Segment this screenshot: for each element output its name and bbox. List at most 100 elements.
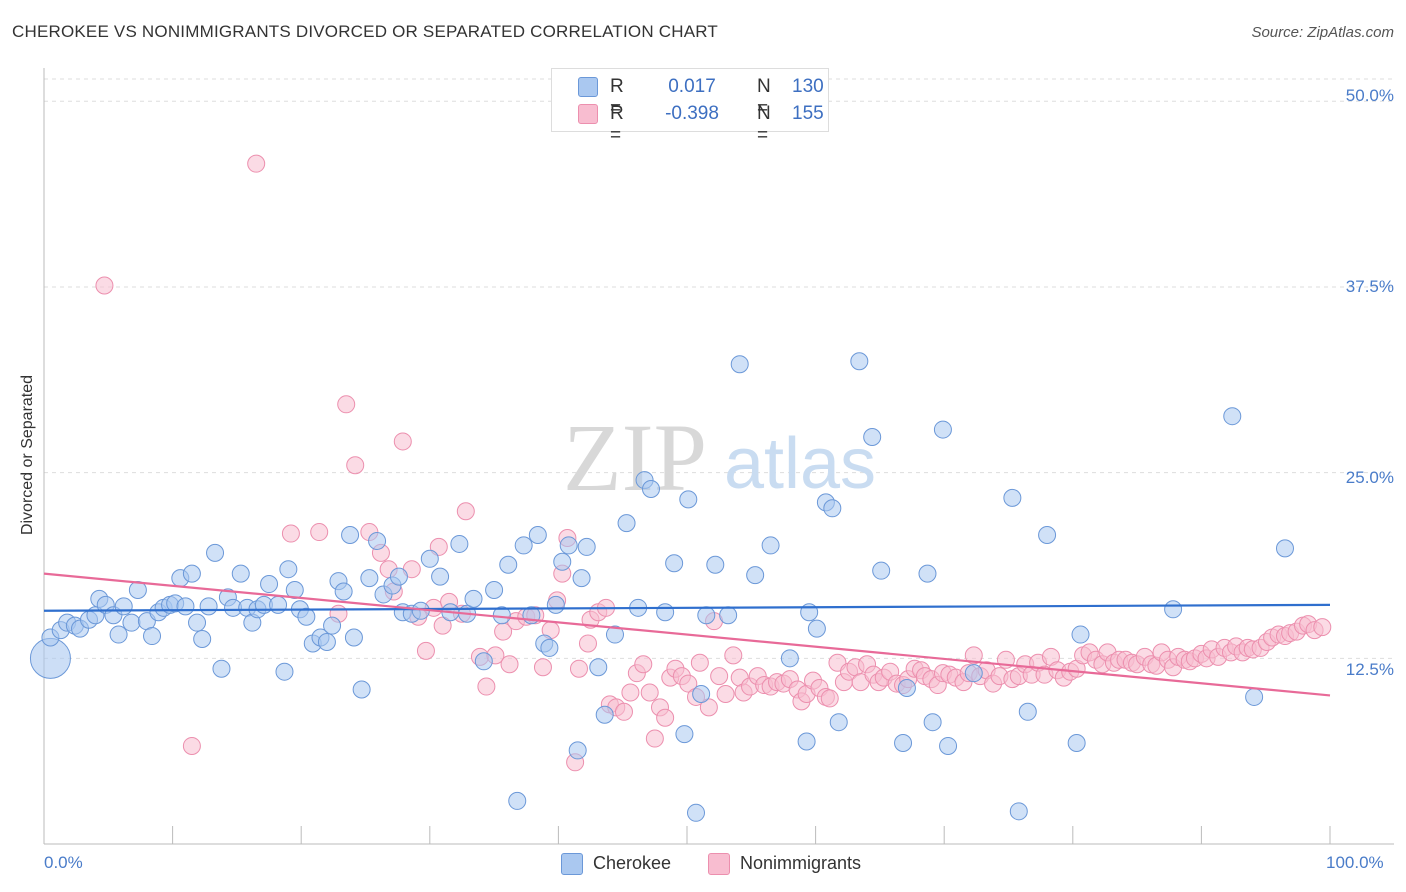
nonimmigrants-point xyxy=(416,641,435,660)
x-tick-label: 0.0% xyxy=(44,853,83,872)
cherokee-point xyxy=(923,713,942,732)
legend-label: Cherokee xyxy=(593,853,672,873)
cherokee-point xyxy=(1038,526,1057,545)
nonimmigrants-point xyxy=(634,655,653,674)
cherokee-point xyxy=(1071,625,1090,644)
source-label: Source: ZipAtlas.com xyxy=(1251,24,1394,41)
cherokee-point xyxy=(528,526,547,545)
nonimmigrants-point xyxy=(679,674,698,693)
cherokee-point xyxy=(1245,687,1264,706)
cherokee-point xyxy=(109,625,128,644)
nonimmigrants-point xyxy=(310,523,329,542)
r-value: -0.398 xyxy=(665,103,719,124)
cherokee-point xyxy=(939,736,958,755)
cherokee-point xyxy=(231,564,250,583)
nonimmigrants-point xyxy=(95,276,114,295)
cherokee-point xyxy=(279,560,298,579)
cherokee-point xyxy=(807,619,826,638)
cherokee-point xyxy=(605,625,624,644)
nonimmigrants-point xyxy=(621,683,640,702)
cherokee-point xyxy=(317,632,336,651)
cherokee-point xyxy=(894,733,913,752)
cherokee-point xyxy=(1003,488,1022,507)
y-tick-label: 25.0% xyxy=(1345,468,1394,487)
nonimmigrants-point xyxy=(724,646,743,665)
cherokee-point xyxy=(897,679,916,698)
nonimmigrants-point xyxy=(1313,618,1332,637)
cherokee-point xyxy=(275,662,294,681)
cherokee-point xyxy=(823,499,842,518)
cherokee-trend-line xyxy=(43,603,1331,612)
cherokee-point xyxy=(193,630,212,649)
cherokee-point xyxy=(540,638,559,657)
cherokee-point xyxy=(964,664,983,683)
nonimmigrants-point xyxy=(699,698,718,717)
cherokee-point xyxy=(797,732,816,751)
cherokee-point xyxy=(829,713,848,732)
watermark-atlas: atlas xyxy=(724,424,876,504)
cherokee-point xyxy=(341,526,360,545)
cherokee-point xyxy=(546,595,565,614)
nonimmigrants-point xyxy=(964,646,983,665)
cherokee-point xyxy=(464,589,483,608)
n-value: 155 xyxy=(792,103,824,124)
nonimmigrants-point xyxy=(656,708,675,727)
cherokee-swatch xyxy=(561,853,583,875)
n-label: N = xyxy=(757,103,771,146)
nonimmigrants-point xyxy=(337,395,356,414)
cherokee-point xyxy=(918,564,937,583)
cherokee-point xyxy=(675,725,694,744)
cherokee-point xyxy=(933,420,952,439)
nonimmigrants-point xyxy=(614,702,633,721)
nonimmigrants-point xyxy=(578,634,597,653)
cherokee-point xyxy=(334,582,353,601)
nonimmigrants-point xyxy=(182,736,201,755)
nonimmigrants-point xyxy=(433,616,452,635)
cherokee-point xyxy=(697,606,716,625)
nonimmigrants-point xyxy=(393,432,412,451)
cherokee-point xyxy=(656,603,675,622)
r-value: 0.017 xyxy=(668,76,716,97)
cherokee-point xyxy=(679,490,698,509)
cherokee-point xyxy=(199,597,218,616)
y-tick-label: 37.5% xyxy=(1345,277,1394,296)
chart-title: CHEROKEE VS NONIMMIGRANTS DIVORCED OR SE… xyxy=(12,22,718,41)
legend-label: Nonimmigrants xyxy=(740,853,862,873)
nonimmigrants-trend-line xyxy=(43,572,1331,697)
cherokee-point xyxy=(420,549,439,568)
cherokee-point xyxy=(182,564,201,583)
cherokee-point xyxy=(589,658,608,677)
correlation-legend: R = 0.017 N = 130 R = -0.398 N = 155 xyxy=(551,68,829,146)
cherokee-point xyxy=(344,628,363,647)
cherokee-point xyxy=(1223,407,1242,426)
n-label: N = xyxy=(757,76,771,119)
nonimmigrants-point xyxy=(477,677,496,696)
y-axis-label: Divorced or Separated xyxy=(19,374,36,536)
cherokee-point xyxy=(559,536,578,555)
nonimmigrants-point xyxy=(640,683,659,702)
nonimmigrants-point xyxy=(346,456,365,475)
cherokee-point xyxy=(1067,733,1086,752)
cherokee-point xyxy=(730,355,749,374)
cherokee-point xyxy=(746,566,765,585)
cherokee-point xyxy=(568,741,587,760)
cherokee-point xyxy=(1164,600,1183,619)
cherokee-point xyxy=(389,567,408,586)
cherokee-point xyxy=(761,536,780,555)
cherokee-point xyxy=(1018,702,1037,721)
cherokee-point xyxy=(850,352,869,371)
cherokee-point xyxy=(1009,802,1028,821)
nonimmigrants-swatch xyxy=(578,104,598,124)
cherokee-swatch xyxy=(578,77,598,97)
cherokee-point xyxy=(212,659,231,678)
y-tick-label: 12.5% xyxy=(1345,660,1394,679)
cherokee-point xyxy=(719,606,738,625)
cherokee-point xyxy=(297,607,316,626)
axes xyxy=(43,68,1394,845)
nonimmigrants-swatch xyxy=(708,853,730,875)
cherokee-point xyxy=(360,569,379,588)
nonimmigrants-point xyxy=(820,689,839,708)
cherokee-point xyxy=(514,536,533,555)
cherokee-point xyxy=(143,627,162,646)
cherokee-point xyxy=(687,803,706,822)
